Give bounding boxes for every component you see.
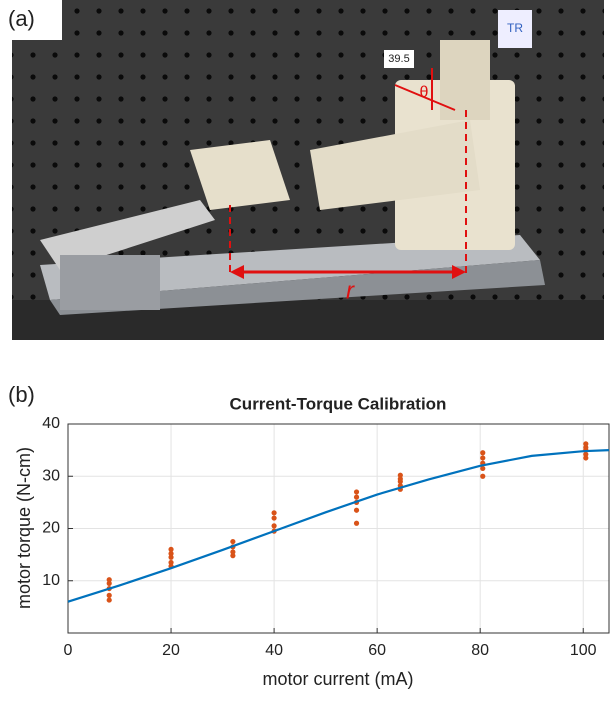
data-point (168, 547, 173, 552)
data-point (230, 549, 235, 554)
chart-title: Current-Torque Calibration (230, 394, 447, 413)
data-point (230, 539, 235, 544)
angle-label: 39.5 (388, 53, 409, 65)
y-tick-label: 30 (42, 467, 60, 484)
data-point (354, 489, 359, 494)
data-point (583, 441, 588, 446)
theta-label: θ (420, 84, 429, 101)
x-tick-label: 40 (265, 642, 283, 659)
data-point (480, 474, 485, 479)
panel-label: (a) (8, 6, 35, 31)
x-tick-label: 0 (64, 642, 73, 659)
y-tick-label: 20 (42, 520, 60, 537)
data-point (271, 523, 276, 528)
data-point (398, 473, 403, 478)
y-tick-label: 40 (42, 415, 60, 432)
data-point (107, 597, 112, 602)
x-tick-label: 100 (570, 642, 597, 659)
tag-label: TR (507, 21, 523, 35)
x-tick-label: 80 (471, 642, 489, 659)
data-point (107, 577, 112, 582)
data-point (107, 593, 112, 598)
data-point (271, 515, 276, 520)
data-point (271, 510, 276, 515)
data-point (354, 495, 359, 500)
data-point (354, 508, 359, 513)
data-point (354, 521, 359, 526)
r-label: r (346, 277, 355, 304)
data-point (480, 450, 485, 455)
x-axis-label: motor current (mA) (262, 669, 413, 689)
panel-label: (b) (8, 382, 35, 407)
x-tick-label: 20 (162, 642, 180, 659)
data-point (480, 455, 485, 460)
y-axis-label: motor torque (N-cm) (14, 447, 34, 609)
figure: 39.5 θ r TR (a) (b) Current-Torque Calib… (0, 0, 616, 696)
y-tick-label: 10 (42, 572, 60, 589)
photo: 39.5 θ r TR (a) (0, 0, 604, 340)
x-tick-label: 60 (368, 642, 386, 659)
data-point (168, 560, 173, 565)
